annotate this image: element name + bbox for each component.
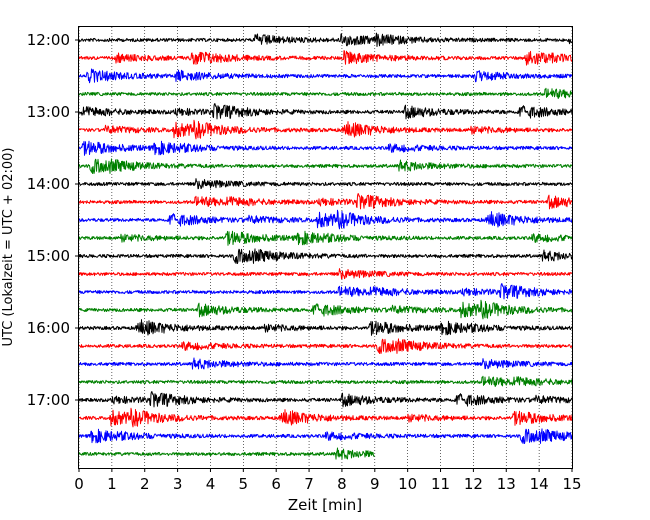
trace-1415	[78, 193, 573, 210]
x-tick-label: 8	[337, 475, 347, 493]
x-tick-label: 3	[173, 475, 183, 493]
x-tick-label: 2	[140, 475, 150, 493]
y-axis: 12:00 13:00 14:00 15:00 16:00 17:00	[27, 31, 79, 409]
trace-1745	[78, 447, 375, 460]
trace-1230	[78, 68, 573, 84]
y-tick-label: 13:00	[27, 103, 70, 121]
trace-1330	[78, 140, 573, 156]
x-tick-label: 15	[562, 475, 581, 493]
y-tick-label: 12:00	[27, 31, 70, 49]
y-tick-label: 14:00	[27, 175, 70, 193]
trace-1700	[78, 391, 573, 408]
trace-1445	[78, 230, 573, 246]
trace-1245	[78, 87, 573, 99]
x-tick-label: 12	[464, 475, 483, 493]
traces	[78, 32, 573, 460]
trace-1515	[78, 268, 573, 280]
plot-frame	[78, 26, 573, 469]
x-tick-label: 6	[271, 475, 281, 493]
x-tick-label: 11	[431, 475, 450, 493]
trace-1500	[78, 248, 573, 264]
trace-1530	[78, 283, 573, 300]
trace-1615	[78, 338, 573, 354]
trace-1400	[78, 178, 573, 190]
x-tick-label: 13	[497, 475, 516, 493]
y-tick-label: 16:00	[27, 319, 70, 337]
trace-1600	[78, 319, 573, 336]
x-tick-label: 9	[370, 475, 380, 493]
y-axis-label: UTC (Lokalzeit = UTC + 02:00)	[1, 148, 16, 347]
x-axis-label: Zeit [min]	[288, 496, 362, 514]
x-tick-label: 1	[107, 475, 117, 493]
y-tick-label: 17:00	[27, 391, 70, 409]
x-tick-label: 10	[398, 475, 417, 493]
x-axis: 0 1 2 3 4 5 6 7 8 9 10 11 12 13 14 15	[74, 468, 582, 493]
trace-1645	[78, 375, 573, 387]
x-tick-label: 0	[74, 475, 84, 493]
y-tick-label: 15:00	[27, 247, 70, 265]
trace-1200	[78, 32, 573, 47]
x-tick-label: 5	[239, 475, 249, 493]
x-tick-label: 7	[304, 475, 314, 493]
trace-1545	[78, 299, 573, 320]
trace-1345	[78, 158, 572, 174]
x-tick-label: 4	[206, 475, 216, 493]
trace-1730	[78, 428, 573, 444]
trace-1215	[78, 50, 573, 66]
trace-1715	[78, 407, 573, 428]
x-tick-label: 14	[530, 475, 549, 493]
trace-1300	[78, 103, 573, 120]
trace-1315	[78, 119, 573, 140]
trace-1630	[78, 357, 573, 370]
trace-1430	[78, 209, 573, 230]
